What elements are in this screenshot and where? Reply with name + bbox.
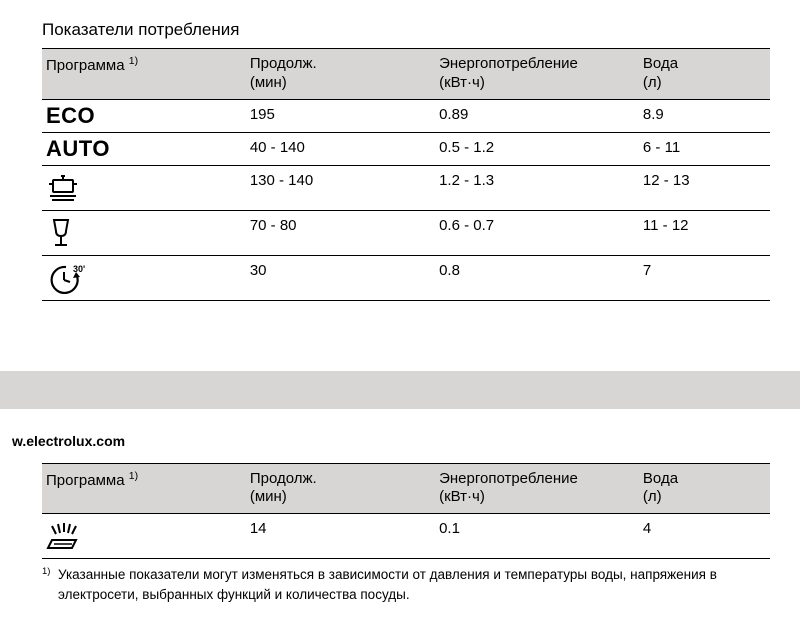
energy-cell: 0.5 - 1.2 <box>435 132 639 165</box>
col-water: Вода(л) <box>639 49 770 100</box>
program-label: AUTO <box>46 136 110 161</box>
table-row: AUTO 40 - 1400.5 - 1.26 - 11 <box>42 132 770 165</box>
url-text: w.electrolux.com <box>6 409 770 463</box>
col-energy: Энергопотребление(кВт·ч) <box>435 49 639 100</box>
col-program: Программа 1) <box>42 463 246 514</box>
table-row: 130 - 1401.2 - 1.312 - 13 <box>42 165 770 210</box>
col-duration: Продолж.(мин) <box>246 49 435 100</box>
col-duration: Продолж.(мин) <box>246 463 435 514</box>
table-header-row: Программа 1) Продолж.(мин) Энергопотребл… <box>42 463 770 514</box>
duration-cell: 130 - 140 <box>246 165 435 210</box>
col-program: Программа 1) <box>42 49 246 100</box>
consumption-table-1: Программа 1) Продолж.(мин) Энергопотребл… <box>42 48 770 301</box>
energy-cell: 0.1 <box>435 514 639 559</box>
duration-cell: 40 - 140 <box>246 132 435 165</box>
gray-strip <box>0 371 800 409</box>
duration-cell: 14 <box>246 514 435 559</box>
table-row: 140.14 <box>42 514 770 559</box>
consumption-table-2: Программа 1) Продолж.(мин) Энергопотребл… <box>42 463 770 560</box>
dishwasher-pot-icon <box>42 165 246 210</box>
water-cell: 11 - 12 <box>639 210 770 255</box>
energy-cell: 0.89 <box>435 99 639 132</box>
table-row: 70 - 800.6 - 0.711 - 12 <box>42 210 770 255</box>
section-title: Показатели потребления <box>42 20 770 40</box>
water-cell: 4 <box>639 514 770 559</box>
table-row: 300.87 <box>42 255 770 300</box>
wine-glass-icon <box>42 210 246 255</box>
water-cell: 8.9 <box>639 99 770 132</box>
energy-cell: 1.2 - 1.3 <box>435 165 639 210</box>
table-header-row: Программа 1) Продолж.(мин) Энергопотребл… <box>42 49 770 100</box>
water-cell: 7 <box>639 255 770 300</box>
energy-cell: 0.8 <box>435 255 639 300</box>
duration-cell: 70 - 80 <box>246 210 435 255</box>
table-row: ECO 1950.898.9 <box>42 99 770 132</box>
energy-cell: 0.6 - 0.7 <box>435 210 639 255</box>
duration-cell: 30 <box>246 255 435 300</box>
program-text-cell: AUTO <box>42 132 246 165</box>
rinse-spray-icon <box>42 514 246 559</box>
program-label: ECO <box>46 103 95 128</box>
footnote-text: Указанные показатели могут изменяться в … <box>58 565 770 604</box>
duration-cell: 195 <box>246 99 435 132</box>
water-cell: 12 - 13 <box>639 165 770 210</box>
page-gap <box>0 311 800 371</box>
clock-30min-icon <box>42 255 246 300</box>
footnote: 1) Указанные показатели могут изменяться… <box>0 559 800 624</box>
program-text-cell: ECO <box>42 99 246 132</box>
col-water: Вода(л) <box>639 463 770 514</box>
water-cell: 6 - 11 <box>639 132 770 165</box>
col-energy: Энергопотребление(кВт·ч) <box>435 463 639 514</box>
